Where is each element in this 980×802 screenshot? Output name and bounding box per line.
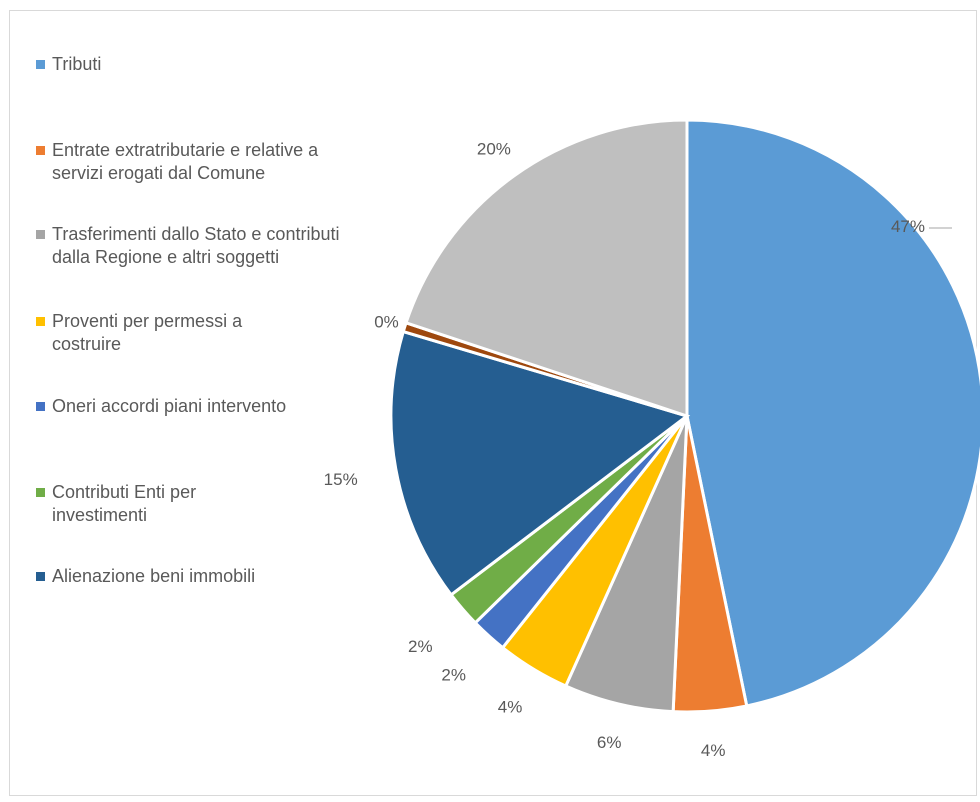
legend-item-entrate-extratributarie: Entrate extratributarie e relative a ser… (36, 139, 366, 185)
legend-item-tributi: Tributi (36, 53, 366, 76)
legend-swatch (36, 572, 45, 581)
slice-value-label: 2% (408, 637, 433, 656)
slice-value-label: 6% (597, 733, 622, 752)
legend-label: Alienazione beni immobili (52, 566, 256, 586)
pie-slice (685, 118, 980, 708)
slice-value-label: 2% (441, 665, 466, 684)
pie-slices (389, 118, 980, 714)
legend-item-alienazione: Alienazione beni immobili (36, 565, 366, 588)
legend-item-contributi-enti: Contributi Enti per investimenti (36, 481, 366, 527)
pie-slice (404, 118, 689, 419)
legend-swatch (36, 60, 45, 69)
legend-label: Tributi (52, 54, 102, 74)
legend-item-proventi: Proventi per permessi a costruire (36, 310, 366, 356)
pie-labels: 47% 4% 6% 4% 2% 2% 15% 0% 20% (324, 139, 952, 760)
legend-item-oneri: Oneri accordi piani intervento (36, 395, 366, 418)
slice-value-label: 4% (701, 741, 726, 760)
slice-value-label: 0% (374, 313, 399, 332)
legend-item-trasferimenti: Trasferimenti dallo Stato e contributi d… (36, 223, 366, 269)
legend-label: Trasferimenti dallo Stato e contributi d… (52, 224, 340, 267)
legend-label: Proventi per permessi a costruire (52, 311, 243, 354)
legend-swatch (36, 402, 45, 411)
legend-swatch (36, 146, 45, 155)
legend-label: Oneri accordi piani intervento (52, 396, 287, 416)
legend-swatch (36, 488, 45, 497)
legend-swatch (36, 230, 45, 239)
slice-value-label: 4% (498, 697, 523, 716)
slice-value-label: 15% (324, 470, 358, 489)
legend-swatch (36, 317, 45, 326)
legend-label: Entrate extratributarie e relative a ser… (52, 140, 319, 183)
slice-value-label: 47% (891, 217, 925, 236)
pie-slice (389, 329, 691, 597)
legend-label: Contributi Enti per investimenti (52, 482, 197, 525)
slice-value-label: 20% (477, 139, 511, 158)
